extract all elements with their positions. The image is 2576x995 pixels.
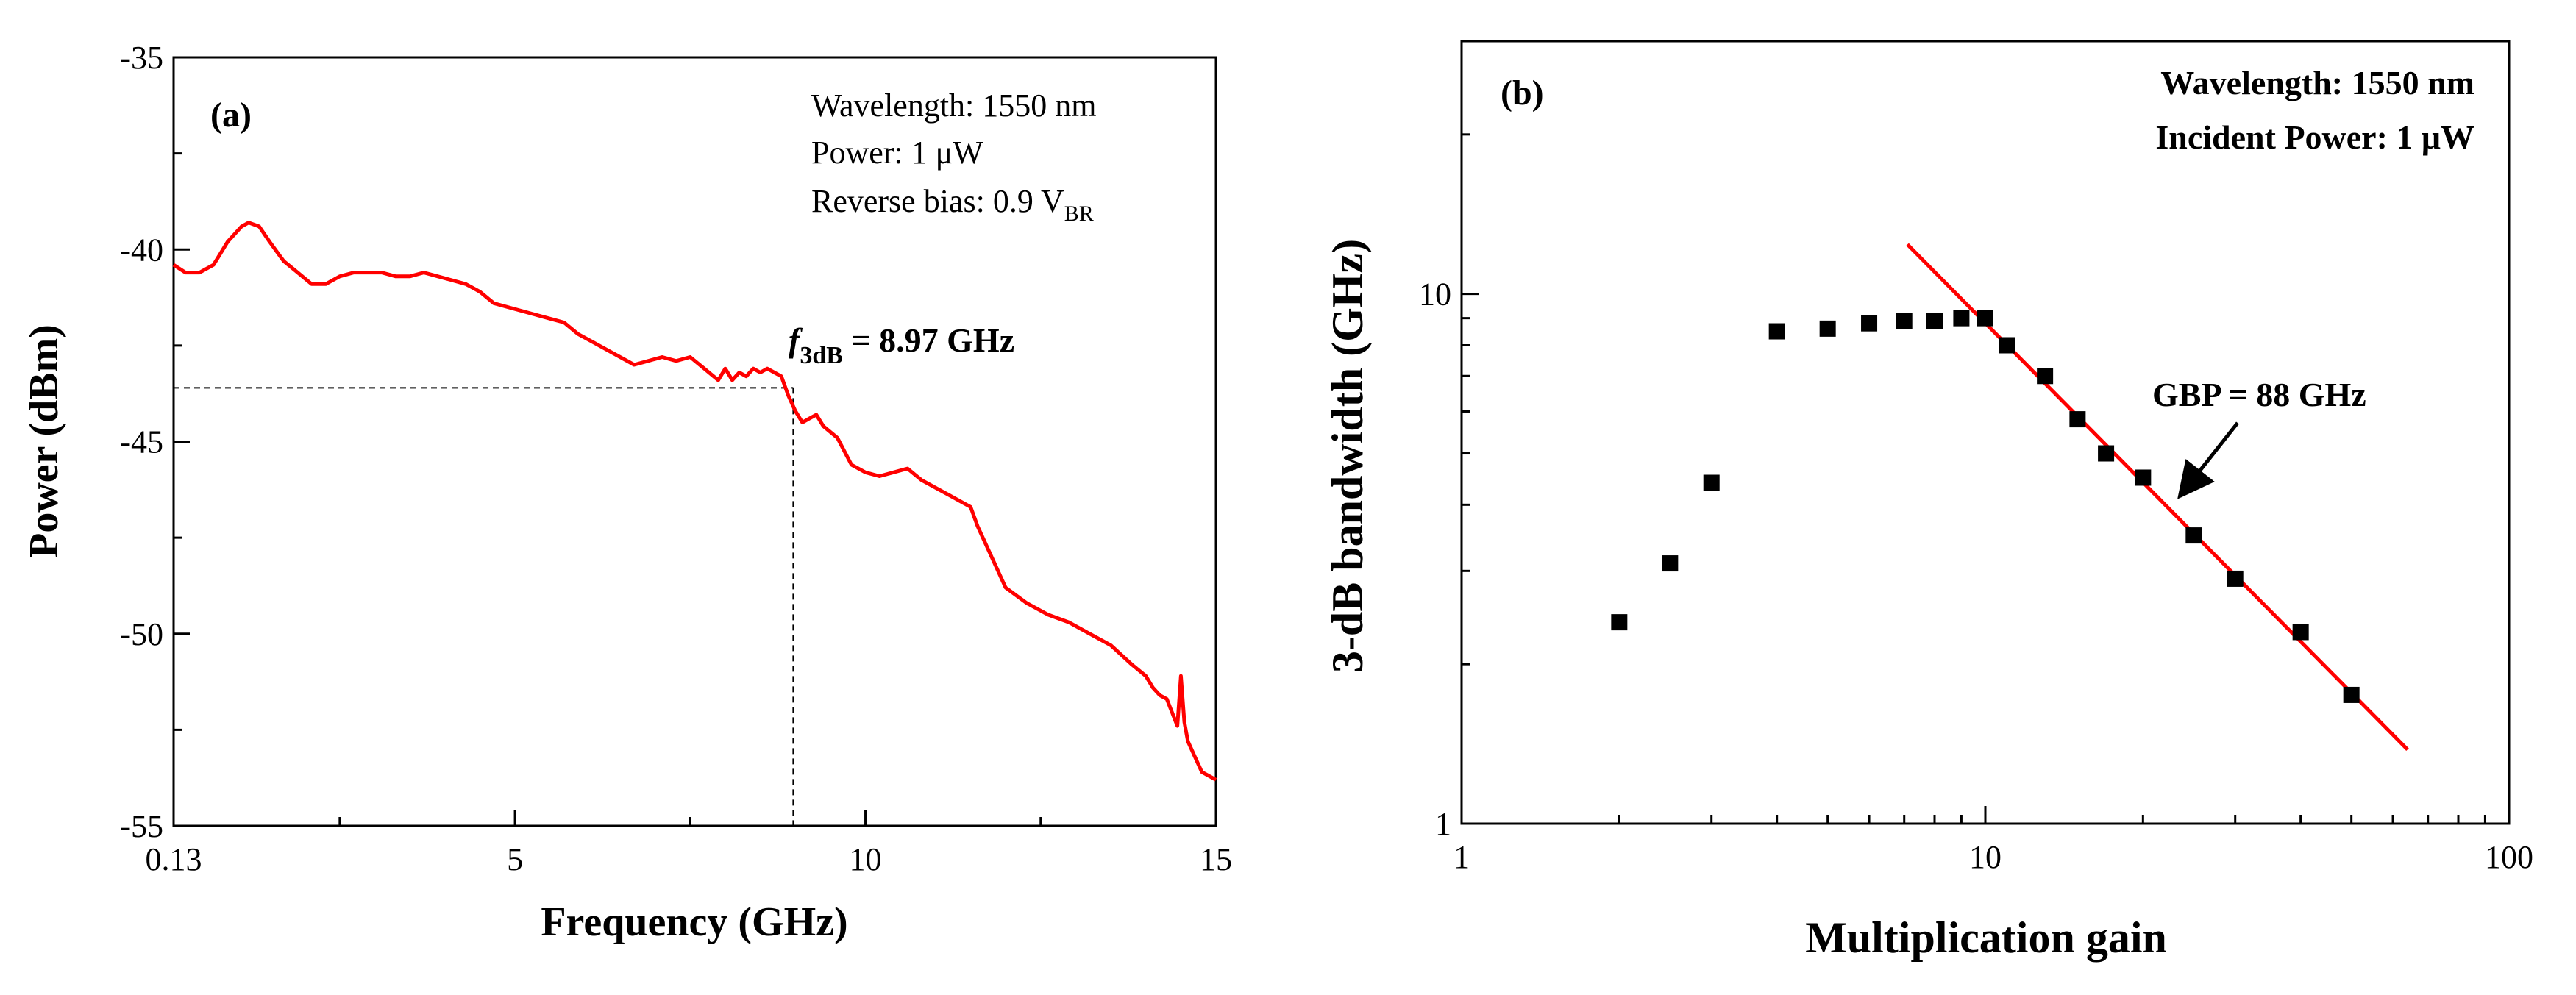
x-tick-label: 10: [850, 841, 882, 877]
x-tick-label: 1: [1454, 839, 1470, 875]
annotation-wavelength-a: Wavelength: 1550 nm: [811, 88, 1097, 124]
y-tick-label: -55: [120, 808, 163, 844]
data-point: [1926, 313, 1943, 329]
y-tick-labels-b: 1 10: [1419, 277, 1451, 842]
chart-a: -35 -40 -45 -50 -55 0.13 5 10 15 (a) Wavelength…: [21, 40, 1232, 945]
data-point: [2185, 527, 2202, 544]
data-point: [1662, 555, 1679, 572]
gbp-arrow: [2177, 421, 2239, 499]
annotation-wavelength-b: Wavelength: 1550 nm: [2160, 64, 2474, 101]
plot-frame-b: [1460, 40, 2511, 825]
annotation-bias-a: Reverse bias: 0.9 VBR: [811, 183, 1094, 226]
annotation-power-a: Power: 1 μW: [811, 135, 983, 171]
data-point: [1703, 474, 1720, 491]
f3db-label: f3dB = 8.97 GHz: [789, 321, 1014, 369]
panel-label-b: (b): [1501, 74, 1544, 113]
y-axis-title-a: Power (dBm): [21, 324, 67, 558]
y-axis-title-b: 3-dB bandwidth (GHz): [1323, 239, 1372, 673]
tick-marks-a: [172, 56, 1217, 827]
x-tick-label: 0.13: [146, 841, 202, 877]
data-point: [1819, 320, 1836, 337]
data-point: [1953, 310, 1970, 327]
series-line-frequency-response: [172, 221, 1217, 782]
data-point: [1861, 315, 1878, 332]
data-point: [2343, 686, 2360, 703]
data-point: [1611, 614, 1628, 631]
data-point: [2292, 624, 2309, 641]
data-point: [2037, 368, 2054, 385]
data-point: [2135, 469, 2152, 486]
data-point: [2098, 445, 2115, 462]
series-a: [172, 221, 1217, 782]
y-tick-label: 1: [1435, 806, 1451, 842]
y-tick-label: -40: [120, 232, 163, 268]
data-point: [1768, 323, 1785, 340]
bias-main: Reverse bias: 0.9 V: [811, 183, 1064, 219]
bias-subscript: BR: [1064, 202, 1094, 226]
y-tick-label: 10: [1419, 277, 1451, 313]
gbp-fit-line: [1906, 243, 2409, 752]
chart-b: 1 10 1 10 100 (b) Wavelength: 1550 nm Incid…: [1323, 40, 2533, 962]
f3db-value: = 8.97 GHz: [843, 321, 1014, 359]
annotation-incident-power-b: Incident Power: 1 μW: [2155, 118, 2474, 156]
x-axis-title-a: Frequency (GHz): [541, 899, 847, 945]
data-point: [2227, 570, 2244, 587]
x-tick-label: 15: [1200, 841, 1232, 877]
y-tick-label: -35: [120, 40, 163, 76]
f3db-italic-f: f: [789, 321, 803, 359]
data-point: [1977, 310, 1993, 327]
f3db-subscript: 3dB: [800, 342, 843, 369]
gbp-label: GBP = 88 GHz: [2152, 376, 2366, 413]
y-tick-labels-a: -35 -40 -45 -50 -55: [120, 40, 163, 844]
f3db-guides: [174, 387, 794, 826]
plot-frame-a: [172, 56, 1217, 827]
data-point: [2069, 411, 2086, 428]
x-tick-label: 5: [507, 841, 523, 877]
x-tick-label: 10: [1969, 839, 2002, 875]
y-tick-label: -45: [120, 424, 163, 460]
data-point: [1896, 313, 1913, 329]
x-axis-title-b: Multiplication gain: [1805, 913, 2167, 962]
tick-marks-b: [1460, 133, 2511, 825]
x-tick-label: 100: [2485, 839, 2533, 875]
x-tick-labels-a: 0.13 5 10 15: [146, 841, 1233, 877]
x-tick-labels-b: 1 10 100: [1454, 839, 2533, 875]
panel-label-a: (a): [210, 96, 252, 135]
data-point: [1999, 337, 2015, 354]
series-b: [1611, 243, 2409, 752]
y-tick-label: -50: [120, 616, 163, 652]
